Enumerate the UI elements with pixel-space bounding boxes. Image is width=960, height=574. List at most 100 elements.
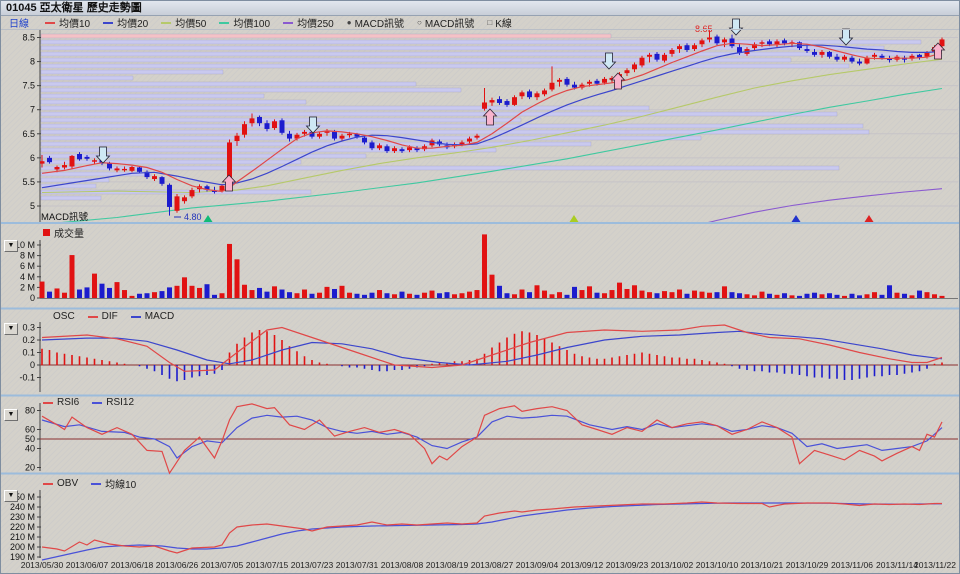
marker-triangle-icon	[203, 215, 213, 222]
svg-text:2013/11/06: 2013/11/06	[831, 560, 873, 570]
ma-over-layer	[41, 42, 943, 193]
sell-signal-arrow-icon	[838, 28, 854, 46]
period-selector[interactable]: 日線	[9, 19, 29, 30]
svg-text:50: 50	[25, 434, 35, 444]
svg-text:2013/08/19: 2013/08/19	[426, 560, 469, 570]
ma-under-layer	[41, 58, 943, 222]
svg-text:2013/11/14: 2013/11/14	[876, 560, 918, 570]
volume-axis: 10 M8 M6 M4 M2 M0	[15, 240, 41, 303]
svg-text:-0.1: -0.1	[19, 373, 35, 383]
svg-text:10 M: 10 M	[15, 240, 35, 250]
macd-legend: OSC DIF MACD	[53, 311, 175, 322]
svg-text:0.1: 0.1	[22, 348, 35, 358]
svg-text:4.80: 4.80	[184, 212, 202, 222]
ma10-swatch	[45, 21, 55, 24]
svg-text:2013/10/10: 2013/10/10	[696, 560, 739, 570]
macd-axis: 0.3 0.2 0.1 0 -0.1	[19, 322, 41, 392]
svg-text:7.5: 7.5	[22, 81, 35, 91]
svg-text:200 M: 200 M	[10, 542, 35, 552]
circle-icon: ○	[417, 18, 422, 27]
legend-kline: □ K線	[487, 18, 512, 30]
svg-text:80: 80	[25, 406, 35, 416]
buy-signal-arrow-icon	[482, 108, 498, 126]
sell-signal-arrow-icon	[95, 146, 111, 164]
svg-text:6 M: 6 M	[20, 261, 35, 271]
obv-ma-swatch	[91, 482, 102, 485]
svg-text:6.5: 6.5	[22, 129, 35, 139]
volume-swatch	[43, 229, 50, 236]
svg-text:190 M: 190 M	[10, 552, 35, 562]
collapse-button-macd[interactable]: ▼	[4, 323, 18, 335]
buy-signal-arrow-icon	[221, 174, 237, 192]
buy-signal-arrow-icon	[930, 42, 946, 60]
obv-layer	[41, 501, 943, 561]
legend-ma20: 均價20	[103, 15, 148, 30]
square-icon: □	[487, 18, 493, 27]
svg-text:210 M: 210 M	[10, 532, 35, 542]
collapse-button-rsi[interactable]: ▼	[4, 409, 18, 421]
rsi6-swatch	[43, 401, 53, 404]
macd-layer	[40, 324, 958, 382]
ma20-swatch	[103, 21, 114, 24]
svg-text:60: 60	[25, 425, 35, 435]
legend-ma100: 均價100	[219, 15, 270, 30]
svg-text:2013/10/29: 2013/10/29	[786, 560, 829, 570]
main-legend-bar: 日線 均價10 均價20 均價50 均價100 均價250 ● MACD訊號 ○ M…	[1, 16, 959, 30]
svg-text:2013/07/23: 2013/07/23	[291, 560, 334, 570]
svg-text:4 M: 4 M	[20, 272, 35, 282]
volume-legend: 成交量	[43, 225, 97, 240]
ma50-swatch	[161, 21, 172, 24]
svg-text:2013/07/15: 2013/07/15	[246, 560, 289, 570]
legend-macd-signal-dot: ● MACD訊號	[346, 18, 405, 30]
ma250-swatch	[283, 21, 294, 24]
svg-text:2013/11/22: 2013/11/22	[914, 560, 956, 570]
legend-macd-signal-circle: ○ MACD訊號	[417, 18, 475, 30]
dif-swatch	[87, 315, 98, 318]
rsi-layer	[40, 403, 958, 475]
date-axis: 2013/05/30 2013/06/07 2013/06/18 2013/06/26…	[21, 560, 956, 570]
legend-ma250: 均價250	[283, 15, 334, 30]
collapse-button-volume[interactable]: ▼	[4, 240, 18, 252]
svg-text:2013/10/02: 2013/10/02	[651, 560, 694, 570]
volume-bars-layer	[39, 234, 958, 299]
marker-triangle-icon	[864, 215, 874, 222]
svg-text:2013/07/31: 2013/07/31	[336, 560, 379, 570]
svg-text:2013/06/07: 2013/06/07	[66, 560, 109, 570]
rsi-legend: RSI6 RSI12	[43, 397, 147, 408]
svg-text:2013/08/08: 2013/08/08	[381, 560, 424, 570]
legend-ma10: 均價10	[45, 15, 90, 30]
sell-signal-arrow-icon	[305, 116, 321, 134]
sell-signal-arrow-icon	[728, 18, 744, 36]
volume-profile-layer	[40, 33, 922, 201]
svg-text:2013/09/04: 2013/09/04	[516, 560, 559, 570]
svg-text:2013/07/05: 2013/07/05	[201, 560, 244, 570]
svg-text:2 M: 2 M	[20, 282, 35, 292]
svg-text:MACD訊號: MACD訊號	[41, 211, 88, 223]
macd-swatch	[130, 315, 141, 318]
page-title: 01045 亞太衛星 歷史走勢圖	[1, 1, 959, 16]
svg-text:0.3: 0.3	[22, 323, 35, 333]
svg-text:5.5: 5.5	[22, 177, 35, 187]
svg-text:2013/09/23: 2013/09/23	[606, 560, 649, 570]
svg-text:2013/06/18: 2013/06/18	[111, 560, 154, 570]
svg-text:8.5: 8.5	[22, 33, 35, 43]
buy-signal-arrow-icon	[610, 72, 626, 90]
sell-signal-arrow-icon	[601, 52, 617, 70]
svg-text:40: 40	[25, 444, 35, 454]
svg-text:250 M: 250 M	[10, 492, 35, 502]
dot-icon: ●	[346, 18, 352, 27]
svg-text:8 M: 8 M	[20, 251, 35, 261]
collapse-button-obv[interactable]: ▼	[4, 490, 18, 502]
marker-triangle-icon	[791, 215, 801, 222]
rsi12-swatch	[92, 401, 103, 404]
svg-text:2013/10/21: 2013/10/21	[741, 560, 784, 570]
svg-text:6: 6	[30, 153, 35, 163]
svg-text:0.2: 0.2	[22, 335, 35, 345]
ma100-swatch	[219, 21, 230, 24]
svg-text:220 M: 220 M	[10, 522, 35, 532]
svg-text:2013/08/27: 2013/08/27	[471, 560, 514, 570]
svg-text:240 M: 240 M	[10, 502, 35, 512]
